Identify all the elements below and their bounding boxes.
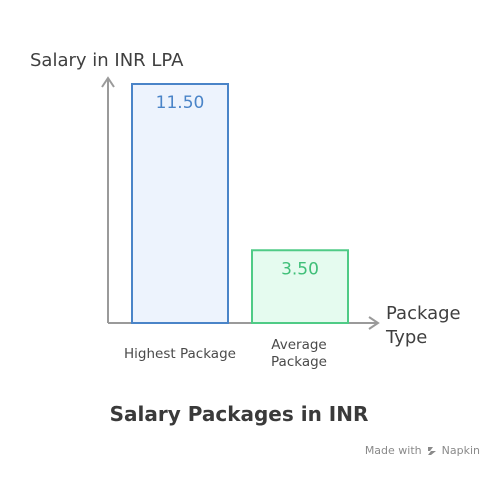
- chart-title: Salary Packages in INR: [110, 402, 369, 426]
- bars: 11.50 3.50: [131, 83, 349, 324]
- x-axis-label-line: Package: [386, 303, 461, 324]
- y-axis-arrow-icon: [101, 76, 115, 88]
- bar-value-label-2: 3.50: [281, 259, 319, 279]
- bar-chart: Salary in INR LPA 11.50 3.50 Highest Pack…: [30, 50, 461, 426]
- x-axis-arrow-icon: [368, 316, 380, 330]
- napkin-brand-text: Napkin: [441, 444, 480, 457]
- bar-2: [251, 249, 349, 324]
- x-axis-label: Package Type: [385, 303, 461, 348]
- bar-1: [131, 83, 229, 324]
- made-with-napkin: Made with Napkin: [365, 444, 480, 457]
- category-label-2: Average: [271, 337, 326, 353]
- y-axis-label: Salary in INR LPA: [30, 50, 184, 71]
- category-label-1: Highest Package: [124, 346, 236, 362]
- bar-value-label-1: 11.50: [156, 93, 205, 113]
- x-axis-label-line: Type: [385, 327, 427, 348]
- made-with-text: Made with: [364, 444, 422, 457]
- category-label-2: Package: [271, 354, 327, 370]
- napkin-logo-icon: [427, 446, 436, 455]
